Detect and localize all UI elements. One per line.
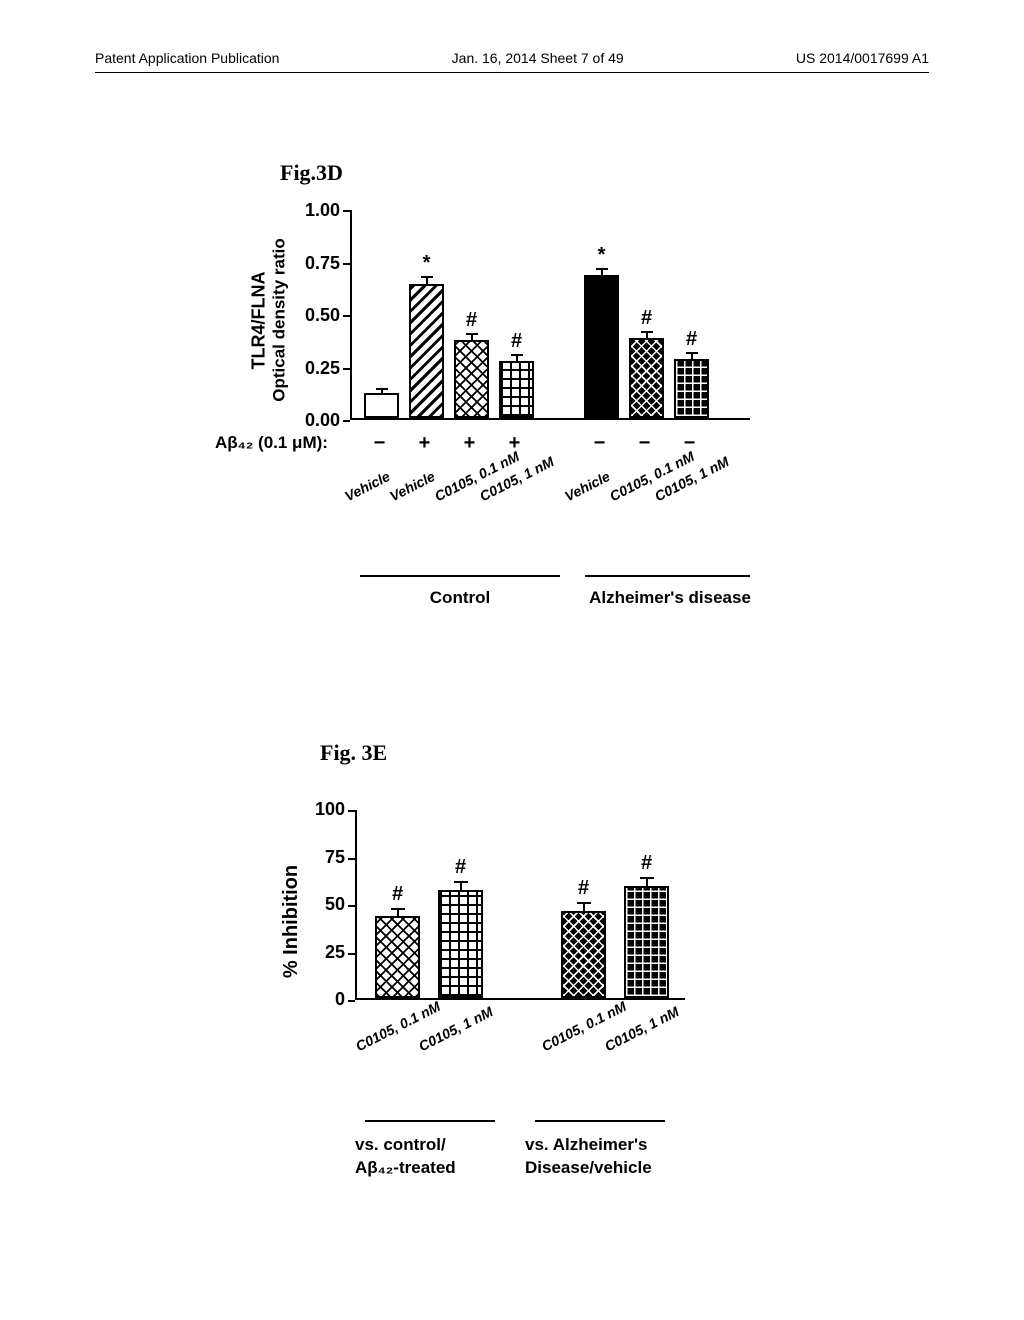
fig3d-group2-line <box>585 575 750 577</box>
header-right: US 2014/0017699 A1 <box>796 50 929 66</box>
fig3e-ytick: 75 <box>300 847 345 868</box>
fig3d-ytick-mark <box>343 368 350 370</box>
fig3e-errorcap <box>454 881 468 883</box>
fig3d-errorcap <box>466 333 478 335</box>
fig-3e-title: Fig. 3E <box>320 740 387 766</box>
fig3e-bar <box>438 890 483 998</box>
fig3e-ytick-mark <box>348 905 355 907</box>
fig3e-errorcap <box>391 908 405 910</box>
header-rule <box>95 72 929 73</box>
header-center: Jan. 16, 2014 Sheet 7 of 49 <box>452 50 624 66</box>
fig3e-ytick: 100 <box>300 799 345 820</box>
fig3d-sigmarker: # <box>499 330 534 353</box>
fig3d-plusminus-item: − <box>582 432 617 455</box>
fig3d-ytick-mark <box>343 210 350 212</box>
fig3d-xlabel: Vehicle <box>342 468 392 504</box>
fig3d-sigmarker: # <box>674 328 709 351</box>
fig3e-group2-line <box>535 1120 665 1122</box>
fig3e-group2b: Disease/vehicle <box>525 1158 695 1178</box>
fig3e-errorbar <box>397 909 399 917</box>
fig3d-plusminus-item: + <box>452 432 487 455</box>
fig3e-group1a: vs. control/ <box>355 1135 510 1155</box>
fig3e-bar <box>624 886 669 998</box>
fig3d-errorcap <box>641 331 653 333</box>
fig3e-sigmarker: # <box>375 883 420 906</box>
fig3d-errorcap <box>376 388 388 390</box>
fig3d-ytick: 1.00 <box>290 200 340 221</box>
fig3d-group2: Alzheimer's disease <box>560 588 780 608</box>
fig3e-group1-line <box>365 1120 495 1122</box>
fig3d-plusminus-item: + <box>407 432 442 455</box>
fig3e-bar <box>561 911 606 998</box>
fig3e-ytick-mark <box>348 810 355 812</box>
fig3e-errorcap <box>577 902 591 904</box>
fig3d-ytick: 0.50 <box>290 305 340 326</box>
fig3e-group2a: vs. Alzheimer's <box>525 1135 695 1155</box>
fig3d-ytick-mark <box>343 315 350 317</box>
fig3d-ytick: 0.00 <box>290 410 340 431</box>
fig3d-errorcap <box>686 352 698 354</box>
fig-3e-chart: % Inhibition 0255075100 #### C0105, 0.1 … <box>260 800 740 1220</box>
fig3e-errorbar <box>583 903 585 911</box>
fig3e-sigmarker: # <box>561 877 606 900</box>
fig3d-bar <box>364 393 399 418</box>
fig3d-ylabel2: Optical density ratio <box>270 238 290 401</box>
fig3d-errorcap <box>511 354 523 356</box>
header-left: Patent Application Publication <box>95 50 279 66</box>
fig3e-ytick-mark <box>348 953 355 955</box>
fig3d-sigmarker: # <box>454 309 489 332</box>
fig3d-plusminus-item: − <box>627 432 662 455</box>
fig3d-ab-label: Aβ₄₂ (0.1 μM): <box>215 433 328 453</box>
page-header: Patent Application Publication Jan. 16, … <box>0 50 1024 66</box>
fig3d-ytick: 0.25 <box>290 358 340 379</box>
fig3d-ytick-mark <box>343 263 350 265</box>
fig3e-ytick: 0 <box>300 989 345 1010</box>
fig3e-ytick-mark <box>348 1000 355 1002</box>
fig3d-bar <box>584 275 619 418</box>
fig3e-errorbar <box>646 878 648 886</box>
fig3e-sigmarker: # <box>438 856 483 879</box>
fig3e-errorcap <box>640 877 654 879</box>
fig-3d-title: Fig.3D <box>280 160 343 186</box>
fig3d-bar <box>629 338 664 418</box>
fig3e-ytick: 50 <box>300 894 345 915</box>
fig3d-ytick: 0.75 <box>290 253 340 274</box>
fig3d-group1: Control <box>360 588 560 608</box>
fig3d-sigmarker: * <box>584 244 619 267</box>
fig3d-plusminus-item: − <box>362 432 397 455</box>
fig3e-errorbar <box>460 882 462 890</box>
fig3d-ytick-mark <box>343 420 350 422</box>
fig3e-bar <box>375 916 420 998</box>
fig3e-ytick-mark <box>348 858 355 860</box>
fig3d-bar <box>499 361 534 418</box>
fig3d-bar <box>454 340 489 418</box>
fig3d-plot: * # # * # # <box>350 210 750 420</box>
fig3e-sigmarker: # <box>624 852 669 875</box>
fig3e-ytick: 25 <box>300 942 345 963</box>
fig3d-xlabel: Vehicle <box>562 468 612 504</box>
fig3e-plot: # # # # <box>355 810 685 1000</box>
fig3d-ylabel1: TLR4/FLNA <box>249 272 270 370</box>
fig3d-group1-line <box>360 575 560 577</box>
fig3d-errorcap <box>421 276 433 278</box>
fig3d-errorcap <box>596 268 608 270</box>
fig3d-bar <box>409 284 444 418</box>
fig-3d-chart: TLR4/FLNA Optical density ratio 0.00 0.25… <box>240 200 760 630</box>
fig3d-sigmarker: # <box>629 307 664 330</box>
fig3d-xlabel: Vehicle <box>387 468 437 504</box>
fig3e-group1b: Aβ₄₂-treated <box>355 1158 510 1178</box>
fig3d-sigmarker: * <box>409 252 444 275</box>
fig3d-bar <box>674 359 709 418</box>
